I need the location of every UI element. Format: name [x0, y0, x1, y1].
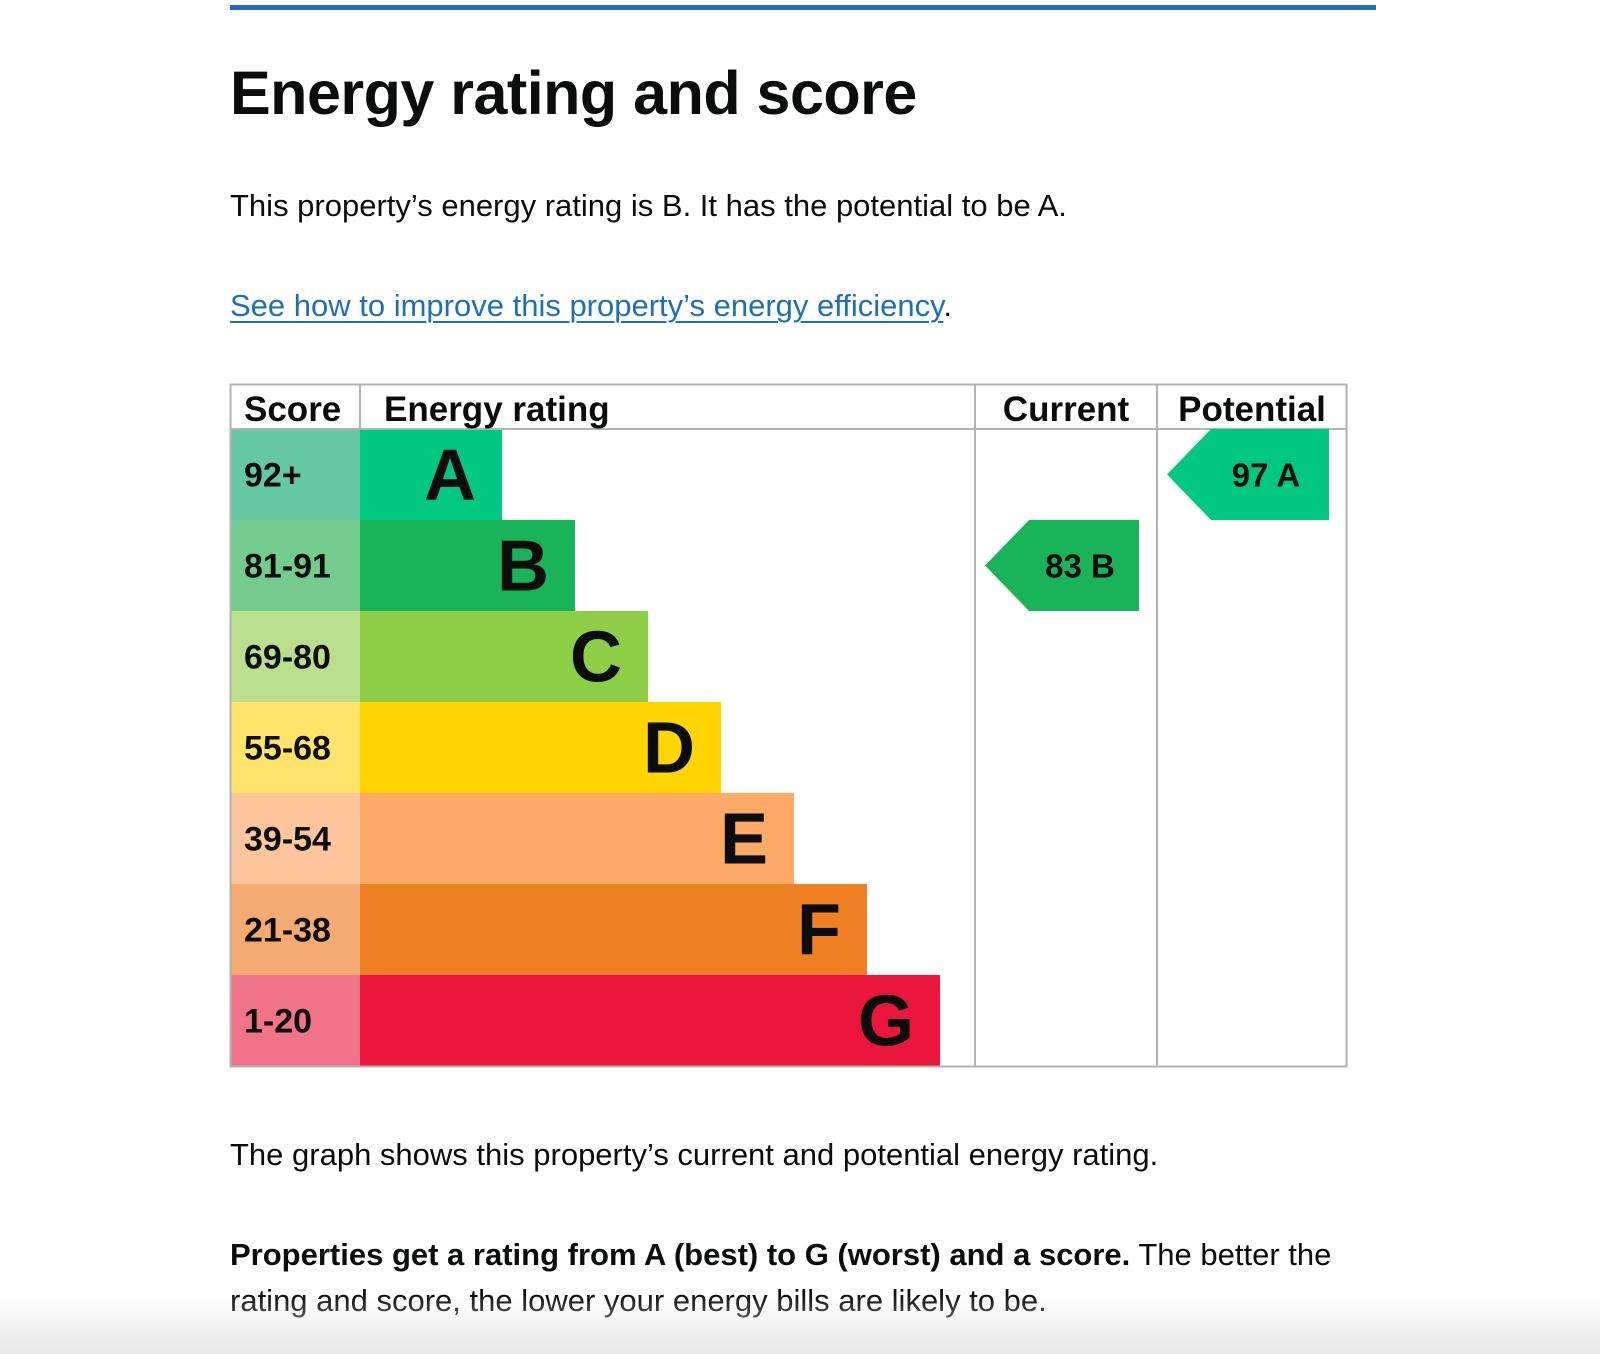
rating-bar-g: [360, 975, 940, 1066]
current-rating-label: 83 B: [1045, 548, 1115, 585]
score-cell-b: [230, 520, 360, 611]
rating-letter-c: C: [570, 618, 622, 698]
chart-headers: Score Energy rating Current Potential: [244, 390, 1326, 429]
rating-bands: 92+ A 81-91 B 69-80 C 55-68 D 39-54 E 21-38 F 1-20 G: [230, 429, 940, 1066]
score-range-a: 92+: [244, 457, 302, 495]
score-cell-c: [230, 611, 360, 702]
score-range-d: 55-68: [244, 730, 331, 768]
rating-explainer: Properties get a rating from A (best) to…: [230, 1232, 1370, 1324]
rating-markers: 83 B 97 A: [985, 429, 1329, 611]
score-range-c: 69-80: [244, 639, 331, 677]
rating-bar-a: [360, 429, 502, 520]
rating-explainer-bold: Properties get a rating from A (best) to…: [230, 1237, 1131, 1272]
rating-letter-a: A: [424, 436, 476, 516]
rating-bar-e: [360, 793, 794, 884]
score-range-e: 39-54: [244, 821, 331, 859]
score-range-b: 81-91: [244, 548, 331, 586]
rating-bar-c: [360, 611, 648, 702]
rating-letter-f: F: [797, 891, 841, 971]
header-current: Current: [1003, 390, 1130, 429]
rating-bar-f: [360, 884, 867, 975]
score-cell-a: [230, 429, 360, 520]
improve-efficiency-link[interactable]: See how to improve this property’s energ…: [230, 288, 944, 323]
potential-rating-label: 97 A: [1232, 457, 1300, 494]
rating-letter-b: B: [497, 527, 549, 607]
intro-text: This property’s energy rating is B. It h…: [230, 188, 1067, 223]
header-potential: Potential: [1178, 390, 1326, 429]
score-cell-f: [230, 884, 360, 975]
score-cell-e: [230, 793, 360, 884]
rating-bar-b: [360, 520, 575, 611]
score-range-g: 1-20: [244, 1003, 312, 1041]
potential-rating-arrow: [1167, 429, 1329, 520]
score-cell-g: [230, 975, 360, 1066]
graph-caption: The graph shows this property’s current …: [230, 1137, 1159, 1172]
rating-letter-d: D: [643, 709, 695, 789]
header-score: Score: [244, 390, 341, 429]
link-suffix: .: [943, 288, 952, 323]
rating-letter-e: E: [720, 800, 768, 880]
score-range-f: 21-38: [244, 912, 331, 950]
improve-paragraph: See how to improve this property’s energ…: [230, 283, 952, 329]
score-cell-d: [230, 702, 360, 793]
current-rating-arrow: [985, 520, 1139, 611]
page-title: Energy rating and score: [230, 59, 917, 127]
chart-border: [229, 383, 1348, 1068]
rating-letter-g: G: [858, 982, 914, 1062]
energy-rating-chart: 92+ A81-91 B69-80 C55-68 D39-54 E21-38 F1-20 G …: [229, 383, 1348, 1068]
header-energy-rating: Energy rating: [384, 390, 610, 429]
chart-grid: [229, 383, 1348, 1068]
top-rule: [230, 5, 1376, 10]
rating-bar-d: [360, 702, 721, 793]
